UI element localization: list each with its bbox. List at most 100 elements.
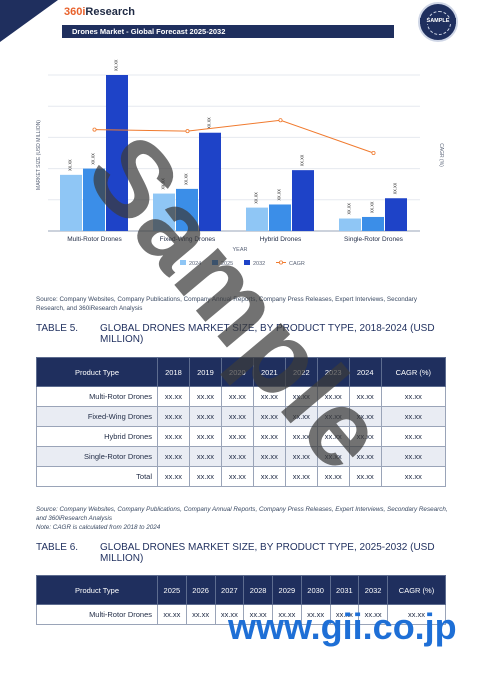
table-cell: xx.xx (220, 406, 254, 427)
table-cell: xx.xx (157, 466, 190, 487)
bar-data-label: xx.xx (161, 178, 167, 190)
table6-header-5: 2029 (272, 575, 302, 605)
table5-header-4: 2021 (252, 357, 286, 387)
table-cell: xx.xx (348, 426, 382, 447)
legend-swatch-2024 (180, 260, 186, 265)
table5-header-1: 2018 (157, 357, 190, 387)
table5-source: Source: Company Websites, Company Public… (36, 505, 456, 532)
table-cell: xx.xx (284, 426, 318, 447)
bar-data-label: xx.xx (277, 189, 283, 201)
bar-2032 (385, 198, 407, 231)
table5-number: TABLE 5. (36, 323, 79, 334)
table-cell: xx.xx (272, 604, 302, 625)
bar-data-label: xx.xx (393, 182, 399, 194)
cagr-point (185, 129, 190, 134)
cagr-line (94, 119, 374, 154)
report-header: 360iResearch Drones Market - Global Fore… (0, 0, 480, 42)
bar-data-label: xx.xx (184, 173, 190, 185)
table-cell: xx.xx (188, 426, 222, 447)
table-cell: xx.xx (380, 426, 447, 447)
y-axis-label: MARKET SIZE (USD MILLION) (36, 120, 42, 190)
table5-heading: GLOBAL DRONES MARKET SIZE, BY PRODUCT TY… (100, 323, 435, 345)
bar-data-label: xx.xx (347, 203, 353, 215)
table-cell: xx.xx (157, 604, 187, 625)
table-cell: xx.xx (252, 446, 286, 467)
row-label: Hybrid Drones (36, 426, 158, 447)
table5-header-5: 2022 (284, 357, 318, 387)
table-cell: xx.xx (284, 406, 318, 427)
row-label: Multi-Rotor Drones (36, 604, 158, 625)
table-cell: xx.xx (157, 386, 190, 407)
company-logo: 360iResearch (64, 6, 135, 18)
table-cell: xx.xx (284, 466, 318, 487)
bar-data-label: xx.xx (254, 192, 260, 204)
gii-watermark: www.gii.co.jp (228, 606, 457, 647)
table6-header-9: CAGR (%) (387, 575, 446, 605)
chart-source: Source: Company Websites, Company Public… (36, 296, 418, 312)
bar-2032 (106, 75, 128, 231)
table6-header-4: 2028 (243, 575, 273, 605)
table6-heading: GLOBAL DRONES MARKET SIZE, BY PRODUCT TY… (100, 542, 435, 564)
table-cell: xx.xx (380, 446, 447, 467)
cagr-point (92, 127, 97, 132)
row-label: Fixed-Wing Drones (36, 406, 158, 427)
table-row: Multi-Rotor Drones xx.xx xx.xx xx.xx xx.xx xx… (36, 386, 447, 407)
table-cell: xx.xx (284, 386, 318, 407)
table-cell: xx.xx (243, 604, 273, 625)
table-cell: xx.xx (380, 466, 447, 487)
table-cell: xx.xx (252, 466, 286, 487)
row-label: Multi-Rotor Drones (36, 386, 158, 407)
category-label: Multi-Rotor Drones (67, 236, 122, 243)
table5-header-7: 2024 (348, 357, 382, 387)
table6-title: TABLE 6. GLOBAL DRONES MARKET SIZE, BY P… (36, 542, 435, 568)
category-label: Hybrid Drones (260, 236, 302, 243)
legend-label: CAGR (289, 261, 305, 267)
table-cell: xx.xx (380, 386, 447, 407)
table-cell: xx.xx (220, 446, 254, 467)
table-cell: xx.xx (157, 426, 190, 447)
table-cell: xx.xx (220, 426, 254, 447)
bar-2025 (362, 216, 384, 231)
bar-data-label: xx.xx (68, 159, 74, 171)
table-cell: xx.xx (348, 406, 382, 427)
table-cell: xx.xx (188, 466, 222, 487)
cagr-point (278, 118, 283, 123)
bar-2025 (83, 168, 105, 231)
bar-2024 (153, 193, 175, 231)
bar-2024 (246, 207, 268, 231)
category-label: Single-Rotor Drones (344, 236, 404, 243)
table-cell: xx.xx (157, 446, 190, 467)
table-row: Multi-Rotor Drones xx.xx xx.xx xx.xx xx.xx xx… (36, 604, 446, 625)
table5-header-3: 2020 (220, 357, 254, 387)
legend-label: 2025 (221, 261, 233, 267)
bar-2024 (339, 218, 361, 231)
table5-note: Note: CAGR is calculated from 2018 to 20… (36, 524, 161, 531)
table-cell: xx.xx (188, 386, 222, 407)
table5-source-text: Source: Company Websites, Company Public… (36, 506, 448, 522)
table-cell: xx.xx (185, 604, 216, 625)
bar-2025 (176, 188, 198, 231)
table-cell: xx.xx (188, 446, 222, 467)
legend-point-cagr (278, 260, 283, 265)
table-row: Single-Rotor Drones xx.xx xx.xx xx.xx xx.xx x… (36, 446, 447, 467)
table6-header-3: 2027 (214, 575, 245, 605)
category-label: Fixed-Wing Drones (160, 236, 216, 243)
sample-badge: SAMPLE (418, 2, 458, 42)
table-cell: xx.xx (316, 386, 350, 407)
bar-2032 (199, 132, 221, 231)
bar-2024 (60, 174, 82, 231)
bar-2025 (269, 204, 291, 231)
table5-header-2: 2019 (188, 357, 222, 387)
market-size-chart: MARKET SIZE (USD MILLION) CAGR (%) xx.xx xx… (30, 55, 450, 275)
report-title: Drones Market - Global Forecast 2025-203… (62, 25, 394, 38)
table-cell: xx.xx (316, 466, 350, 487)
table-cell: xx.xx (348, 386, 382, 407)
table-cell: xx.xx (316, 446, 350, 467)
table-cell: xx.xx (380, 406, 447, 427)
table-cell: xx.xx (252, 406, 286, 427)
table5: Product Type 2018 2019 2020 2021 2022 2023 2024… (36, 357, 447, 487)
legend-label: 2032 (253, 261, 265, 267)
header-corner-shape (0, 0, 58, 42)
table-cell: xx.xx (284, 446, 318, 467)
table-cell: xx.xx (316, 426, 350, 447)
